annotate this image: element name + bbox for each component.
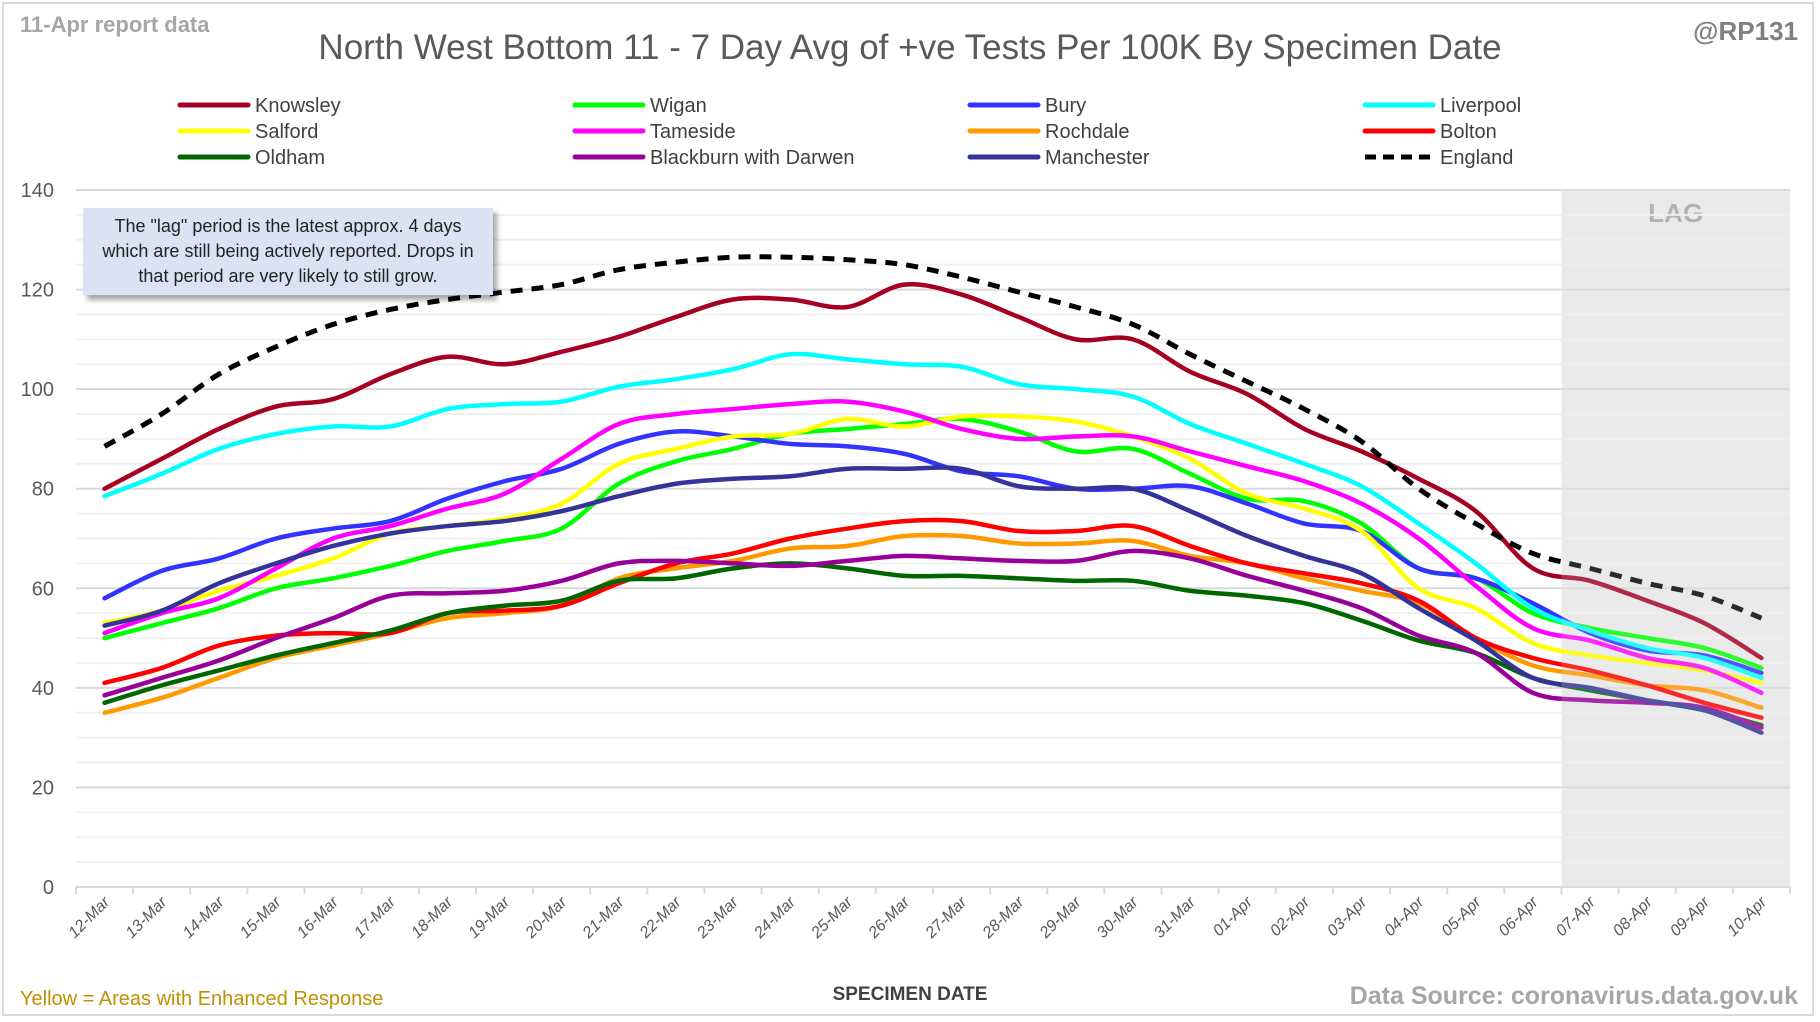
- legend: Knowsley Wigan Bury Liverpool Salford Tamesid…: [177, 95, 1521, 169]
- legend-label: Manchester: [1045, 147, 1150, 169]
- legend-item: Knowsley: [177, 95, 341, 117]
- x-tick-label: 06-Apr: [1496, 893, 1542, 939]
- lag-label: LAG: [1648, 198, 1703, 228]
- legend-item: Manchester: [967, 147, 1150, 169]
- series-line-tameside: [102, 399, 1764, 696]
- report-date-label: 11-Apr report data: [20, 12, 210, 37]
- y-tick-label: 120: [21, 280, 54, 302]
- x-tick-label: 26-Mar: [865, 893, 914, 942]
- x-tick-label: 21-Mar: [579, 893, 628, 942]
- legend-item: Wigan: [572, 95, 707, 117]
- legend-item: Liverpool: [1362, 95, 1521, 117]
- x-tick-label: 05-Apr: [1439, 893, 1485, 939]
- chart-title: North West Bottom 11 - 7 Day Avg of +ve …: [318, 28, 1502, 67]
- legend-item: Salford: [177, 121, 318, 143]
- x-tick-label: 23-Mar: [693, 893, 742, 942]
- x-tick-label: 30-Mar: [1094, 893, 1142, 941]
- legend-label: Salford: [255, 121, 318, 143]
- y-tick-label: 140: [21, 180, 54, 202]
- x-tick-label: 27-Mar: [922, 893, 971, 942]
- x-axis: 12-Mar 13-Mar 14-Mar 15-Mar 16-Mar 17-Mar 18-M…: [66, 886, 1791, 942]
- legend-item: Bolton: [1362, 121, 1497, 143]
- x-tick-label: 29-Mar: [1036, 893, 1085, 942]
- legend-label: Liverpool: [1440, 95, 1521, 117]
- series-line-bury: [102, 428, 1764, 676]
- x-tick-label: 28-Mar: [979, 893, 1028, 942]
- x-axis-title: SPECIMEN DATE: [832, 984, 988, 1005]
- y-tick-label: 20: [32, 777, 54, 799]
- x-tick-label: 19-Mar: [465, 893, 513, 941]
- legend-label: Bury: [1045, 95, 1086, 117]
- x-tick-label: 10-Apr: [1724, 893, 1770, 939]
- enhanced-response-note: Yellow = Areas with Enhanced Response: [20, 988, 384, 1010]
- series-line-rochdale: [102, 532, 1764, 715]
- legend-label: Tameside: [650, 121, 736, 143]
- y-tick-label: 80: [32, 479, 54, 501]
- legend-item: Rochdale: [967, 121, 1130, 143]
- x-tick-label: 16-Mar: [294, 893, 342, 941]
- x-tick-label: 20-Mar: [522, 893, 571, 942]
- legend-label: Rochdale: [1045, 121, 1130, 143]
- y-axis-ticks: 0 20 40 60 80 100 120 140: [21, 180, 54, 899]
- x-tick-label: 14-Mar: [180, 893, 228, 941]
- x-tick-label: 09-Apr: [1667, 893, 1713, 939]
- series-line-manchester: [102, 465, 1764, 735]
- data-source-label: Data Source: coronavirus.data.gov.uk: [1349, 982, 1798, 1010]
- x-tick-label: 15-Mar: [237, 893, 285, 941]
- x-tick-label: 17-Mar: [351, 893, 399, 941]
- x-tick-label: 22-Mar: [636, 893, 685, 942]
- series-line-liverpool: [102, 351, 1764, 681]
- lag-overlay: [1561, 190, 1790, 887]
- x-tick-label: 13-Mar: [123, 893, 171, 941]
- x-tick-label: 18-Mar: [408, 893, 456, 941]
- x-tick-label: 03-Apr: [1324, 893, 1370, 939]
- legend-label: Oldham: [255, 147, 325, 169]
- y-tick-label: 40: [32, 678, 54, 700]
- legend-item: Tameside: [572, 121, 736, 143]
- series-line-knowsley: [102, 281, 1764, 661]
- x-tick-label: 25-Mar: [808, 893, 857, 942]
- x-tick-label: 12-Mar: [66, 893, 114, 941]
- y-tick-label: 0: [43, 877, 54, 899]
- legend-label: Blackburn with Darwen: [650, 147, 855, 169]
- legend-label: Wigan: [650, 95, 707, 117]
- legend-label: Knowsley: [255, 95, 341, 117]
- y-tick-label: 100: [21, 379, 54, 401]
- author-handle: @RP131: [1693, 16, 1798, 46]
- x-tick-label: 24-Mar: [750, 893, 799, 942]
- x-tick-label: 02-Apr: [1267, 893, 1313, 939]
- y-tick-label: 60: [32, 578, 54, 600]
- legend-item: Blackburn with Darwen: [572, 147, 855, 169]
- legend-label: England: [1440, 147, 1513, 169]
- x-tick-label: 07-Apr: [1553, 893, 1599, 939]
- legend-item: Oldham: [177, 147, 325, 169]
- x-tick-label: 08-Apr: [1610, 893, 1656, 939]
- legend-label: Bolton: [1440, 121, 1497, 143]
- lag-note-box: The "lag" period is the latest approx. 4…: [83, 208, 493, 295]
- series-line-england: [103, 254, 1763, 621]
- series-line-blackburn-with-darwen: [102, 548, 1764, 730]
- legend-item: England: [1365, 147, 1513, 169]
- x-tick-label: 04-Apr: [1381, 893, 1427, 939]
- legend-item: Bury: [967, 95, 1086, 117]
- series-lines: [102, 190, 1790, 887]
- x-tick-label: 31-Mar: [1151, 893, 1199, 941]
- x-tick-label: 01-Apr: [1210, 893, 1256, 939]
